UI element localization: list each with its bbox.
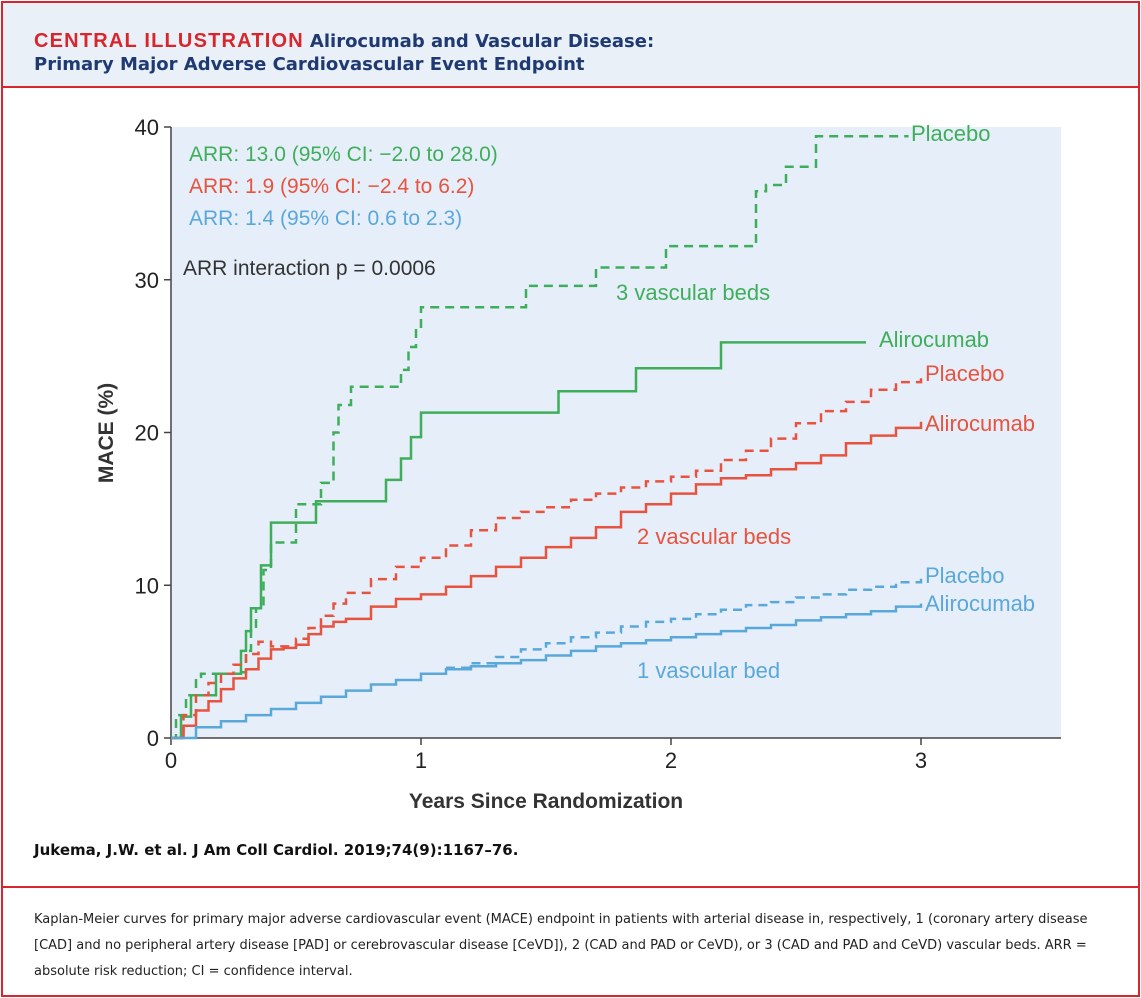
header-line-1: CENTRAL ILLUSTRATION Alirocumab and Vascu… xyxy=(34,30,654,53)
arr-annotation-3-beds: ARR: 13.0 (95% CI: −2.0 to 28.0) xyxy=(189,143,498,166)
group-label-1-vascular-bed: 1 vascular bed xyxy=(637,658,780,683)
series-line-red-dashed xyxy=(171,376,923,740)
y-tick-label: 30 xyxy=(135,268,159,293)
x-axis-label: Years Since Randomization xyxy=(409,790,683,813)
caption-text: Kaplan-Meier curves for primary major ad… xyxy=(34,912,1088,979)
x-tick-label: 0 xyxy=(165,748,177,773)
series-line-blue-solid xyxy=(171,603,923,740)
arr-annotation-1-bed: ARR: 1.4 (95% CI: 0.6 to 2.3) xyxy=(189,207,462,230)
series-line-green-solid xyxy=(171,341,866,740)
series-label-green-alirocumab: Alirocumab xyxy=(879,327,989,352)
y-axis-label: MACE (%) xyxy=(95,383,118,483)
series-line-red-solid xyxy=(171,421,923,740)
group-label-3-vascular-beds: 3 vascular beds xyxy=(616,280,770,305)
group-label-2-vascular-beds: 2 vascular beds xyxy=(637,524,791,549)
figure-header: CENTRAL ILLUSTRATION Alirocumab and Vascu… xyxy=(3,3,1138,88)
series-label-red-alirocumab: Alirocumab xyxy=(925,411,1035,436)
y-tick-label: 0 xyxy=(147,726,159,751)
series-label-blue-alirocumab: Alirocumab xyxy=(925,591,1035,616)
header-title-line-2: Primary Major Adverse Cardiovascular Eve… xyxy=(34,54,585,75)
citation: Jukema, J.W. et al. J Am Coll Cardiol. 2… xyxy=(34,841,519,859)
series-line-green-dashed xyxy=(171,134,909,740)
series-label-red-placebo: Placebo xyxy=(925,361,1005,386)
km-chart: 0 10 20 30 40 0 1 2 3 Placebo Alirocumab Placebo Al… xyxy=(95,115,1061,813)
axes: 0 10 20 30 40 0 1 2 3 xyxy=(135,115,1061,773)
arr-interaction-annotation: ARR interaction p = 0.0006 xyxy=(183,257,436,280)
arr-annotation-2-beds: ARR: 1.9 (95% CI: −2.4 to 6.2) xyxy=(189,175,474,198)
x-tick-label: 1 xyxy=(415,748,427,773)
x-tick-label: 2 xyxy=(665,748,677,773)
plot-background xyxy=(171,127,1061,738)
y-tick-label: 40 xyxy=(135,115,159,140)
y-tick-label: 10 xyxy=(135,573,159,598)
series-label-blue-placebo: Placebo xyxy=(925,563,1005,588)
header-kicker: CENTRAL ILLUSTRATION xyxy=(34,30,304,52)
divider xyxy=(3,886,1138,888)
x-tick-label: 3 xyxy=(915,748,927,773)
figure-caption: Kaplan-Meier curves for primary major ad… xyxy=(34,907,1104,985)
series-layer: Placebo Alirocumab Placebo Alirocumab Placeb… xyxy=(171,121,1035,740)
y-tick-label: 20 xyxy=(135,421,159,446)
header-title-line-1: Alirocumab and Vascular Disease: xyxy=(309,31,655,52)
series-label-green-placebo: Placebo xyxy=(911,121,991,146)
